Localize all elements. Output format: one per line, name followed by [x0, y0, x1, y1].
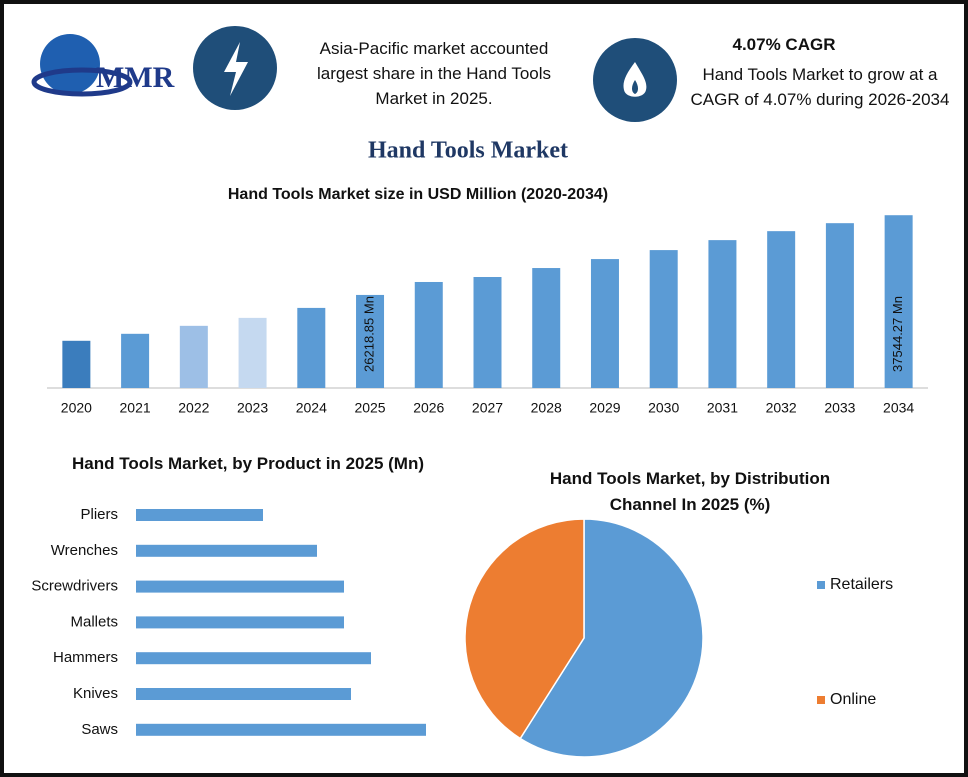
y-tick-label: Saws — [81, 721, 118, 738]
highlight-title: 4.07% CAGR — [732, 35, 836, 54]
value-label: 26218.85 Mn — [361, 296, 376, 372]
flame — [623, 62, 647, 97]
y-tick-label: Mallets — [70, 613, 118, 630]
bar — [356, 294, 385, 388]
x-tick-label: 2034 — [883, 400, 914, 416]
logo-globe — [40, 34, 100, 94]
pie-slice — [464, 518, 585, 740]
x-tick-label: 2029 — [589, 400, 620, 416]
legend-swatch — [817, 696, 825, 704]
bar — [532, 268, 561, 388]
bar — [649, 250, 678, 388]
x-tick-label: 2022 — [178, 400, 209, 416]
bar — [136, 688, 351, 700]
chart-title: Hand Tools Market, by Distribution Chann… — [549, 469, 831, 514]
bar — [136, 509, 263, 521]
bar — [179, 325, 208, 388]
bar — [121, 333, 150, 388]
x-tick-label: 2026 — [413, 400, 444, 416]
x-tick-label: 2032 — [766, 400, 797, 416]
x-tick-label: 2021 — [120, 400, 151, 416]
bar — [136, 580, 344, 593]
bar — [136, 652, 371, 665]
bar — [590, 259, 619, 388]
x-tick-label: 2024 — [296, 400, 327, 416]
chart-canvas: MMR Hand Tools Market Hand Tools Market … — [31, 26, 928, 758]
x-tick-label: 2030 — [648, 400, 679, 416]
highlight-text: Hand Tools Market to grow at a CAGR of 4… — [690, 65, 950, 109]
bar — [473, 277, 502, 388]
y-tick-label: Hammers — [53, 649, 118, 666]
bar — [297, 307, 326, 388]
y-tick-label: Wrenches — [51, 542, 118, 559]
y-tick-label: Screwdrivers — [31, 578, 118, 595]
bar — [708, 240, 737, 388]
legend-swatch — [817, 581, 825, 589]
y-tick-label: Knives — [73, 685, 118, 702]
legend-label: Retailers — [830, 576, 893, 593]
y-tick-label: Pliers — [80, 506, 118, 523]
logo: MMR — [31, 34, 175, 97]
logo-swoosh — [31, 67, 133, 97]
bar — [136, 723, 426, 736]
bar — [884, 215, 913, 388]
bar — [136, 544, 317, 557]
chart-title: Hand Tools Market size in USD Million (2… — [228, 186, 608, 203]
x-tick-label: 2027 — [472, 400, 503, 416]
legend-label: Online — [830, 691, 876, 708]
x-tick-label: 2020 — [61, 400, 92, 416]
x-tick-label: 2023 — [237, 400, 268, 416]
x-tick-label: 2031 — [707, 400, 738, 416]
highlight-text: Asia-Pacific market accounted largest sh… — [316, 39, 552, 108]
x-tick-label: 2033 — [824, 400, 855, 416]
logo-text: MMR — [96, 61, 175, 94]
main-title: Hand Tools Market — [368, 138, 568, 164]
bar — [767, 231, 796, 388]
pie-slice — [519, 518, 704, 758]
bar — [62, 340, 91, 388]
bar — [136, 616, 344, 629]
bar — [414, 281, 443, 388]
x-tick-label: 2025 — [354, 400, 385, 416]
chart-title: Hand Tools Market, by Product in 2025 (M… — [71, 454, 424, 473]
bar — [238, 317, 267, 388]
x-tick-label: 2028 — [531, 400, 562, 416]
value-label: 37544.27 Mn — [890, 296, 905, 372]
bolt — [224, 42, 248, 96]
bar — [825, 223, 854, 388]
